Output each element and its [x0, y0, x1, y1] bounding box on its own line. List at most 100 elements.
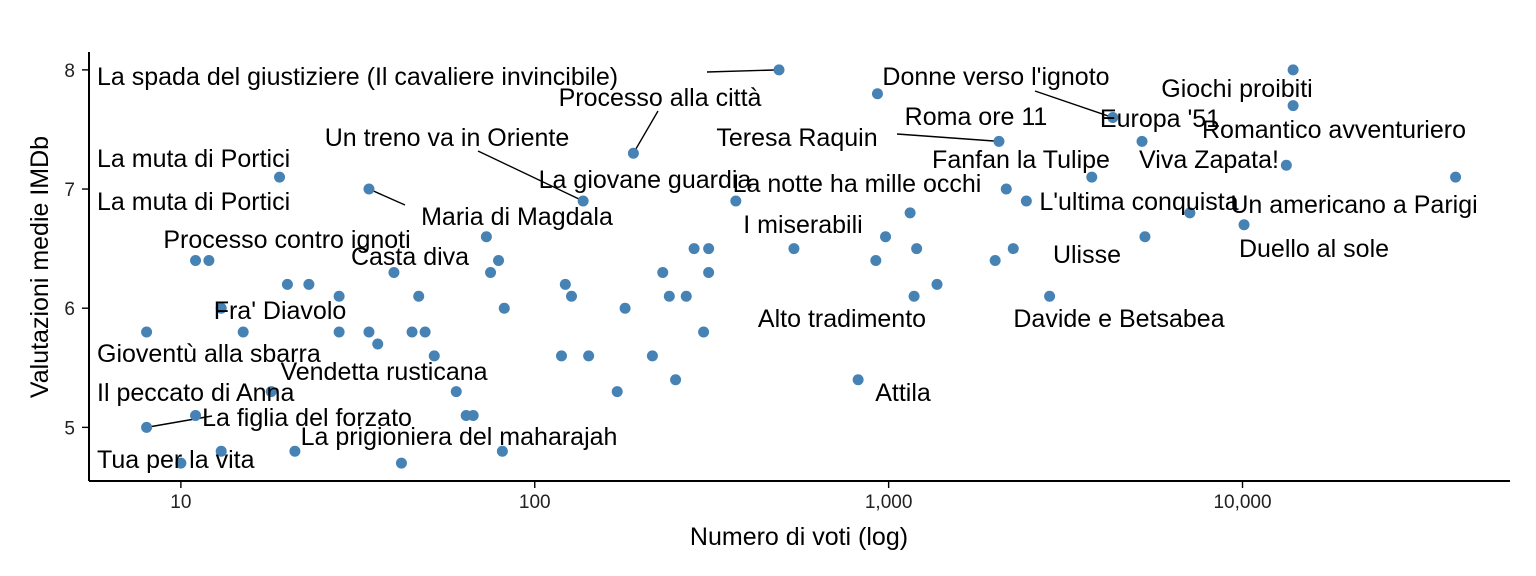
point-label: Duello al sole	[1239, 235, 1389, 263]
data-point	[190, 255, 202, 267]
data-point	[908, 290, 920, 302]
data-point	[203, 255, 215, 267]
data-point	[498, 302, 510, 314]
point-label: Davide e Betsabea	[1013, 305, 1224, 333]
point-label: Processo alla città	[559, 84, 762, 112]
point-label: Tua per la vita	[97, 446, 255, 474]
point-label: L'ultima conquista	[1039, 188, 1238, 216]
data-point	[680, 290, 692, 302]
data-point	[428, 350, 440, 362]
point-label: Viva Zapata!	[1139, 146, 1279, 174]
point-label: La muta di Portici	[97, 145, 290, 173]
data-point	[493, 255, 505, 267]
data-point	[215, 445, 227, 457]
data-point	[419, 326, 431, 338]
data-point	[870, 255, 882, 267]
data-point	[237, 326, 249, 338]
data-point	[871, 88, 883, 100]
point-label: Roma ore 11	[905, 103, 1048, 131]
point-label: Alto tradimento	[758, 305, 926, 333]
data-point	[565, 290, 577, 302]
data-point	[388, 266, 400, 278]
point-label: La muta di Portici	[97, 188, 290, 216]
x-tick-label: 100	[519, 492, 551, 513]
data-point	[657, 266, 669, 278]
point-label: Donne verso l'ignoto	[882, 63, 1109, 91]
data-point	[450, 386, 462, 398]
plot-area: 10 100 1,000 10,000 5 6 7 8 La spada del giust…	[64, 52, 1510, 513]
leader-line	[1034, 90, 1114, 119]
data-point	[703, 243, 715, 255]
x-tick-label: 1,000	[865, 492, 913, 513]
data-point	[406, 326, 418, 338]
data-point	[688, 243, 700, 255]
point-label: Fanfan la Tulipe	[932, 146, 1110, 174]
data-point	[141, 326, 153, 338]
point-label: I miserabili	[743, 211, 862, 239]
leader-line	[477, 150, 584, 202]
point-label: Fra' Diavolo	[214, 297, 347, 325]
leader-line	[368, 188, 406, 206]
data-point	[773, 64, 785, 76]
data-point	[485, 266, 497, 278]
data-point	[363, 183, 375, 195]
leader-line	[706, 69, 780, 73]
data-point	[1238, 219, 1250, 231]
data-point	[703, 266, 715, 278]
data-point	[1020, 195, 1032, 207]
data-point	[1184, 207, 1196, 219]
data-point	[467, 409, 479, 421]
point-label: Un treno va in Oriente	[325, 124, 570, 152]
data-point	[289, 445, 301, 457]
point-label: La giovane guardia	[539, 166, 752, 194]
data-point	[663, 290, 675, 302]
x-axis-title: Numero di voti (log)	[690, 523, 908, 551]
point-label: Giochi proibiti	[1161, 75, 1312, 103]
point-label: La spada del giustiziere (Il cavaliere i…	[97, 63, 618, 91]
data-point	[303, 278, 315, 290]
point-label: La notte ha mille occhi	[733, 170, 982, 198]
leader-line	[146, 415, 213, 429]
point-label: Romantico avventuriero	[1202, 116, 1466, 144]
data-point	[555, 350, 567, 362]
data-point	[577, 195, 589, 207]
y-tick-label: 6	[64, 299, 75, 320]
data-point	[646, 350, 658, 362]
data-point	[333, 290, 345, 302]
data-point	[395, 457, 407, 469]
y-tick-label: 5	[64, 418, 75, 439]
data-point	[627, 147, 639, 159]
data-point	[141, 421, 153, 433]
data-point	[265, 386, 277, 398]
data-point	[496, 445, 508, 457]
data-point	[880, 231, 892, 243]
point-label: Un americano a Parigi	[1230, 191, 1477, 219]
data-point	[1287, 100, 1299, 112]
data-point	[363, 326, 375, 338]
data-point	[1000, 183, 1012, 195]
y-axis-title: Valutazioni medie IMDb	[26, 136, 54, 398]
x-tick-label: 10,000	[1213, 492, 1271, 513]
data-point	[583, 350, 595, 362]
data-point	[413, 290, 425, 302]
data-point	[559, 278, 571, 290]
data-point	[480, 231, 492, 243]
data-point	[215, 302, 227, 314]
point-label: La figlia del forzato	[202, 404, 412, 432]
data-point	[1007, 243, 1019, 255]
data-point	[281, 278, 293, 290]
data-point	[1139, 231, 1151, 243]
point-label: La prigioniera del maharajah	[301, 423, 618, 451]
data-point	[989, 255, 1001, 267]
point-label: Attila	[875, 379, 931, 407]
point-label: Casta diva	[351, 243, 469, 271]
data-point	[372, 338, 384, 350]
leader-line	[896, 133, 1000, 143]
data-point	[333, 326, 345, 338]
point-label: Maria di Magdala	[421, 203, 613, 231]
data-point	[1136, 135, 1148, 147]
data-point	[611, 386, 623, 398]
data-point	[1287, 64, 1299, 76]
data-points	[141, 64, 1462, 469]
